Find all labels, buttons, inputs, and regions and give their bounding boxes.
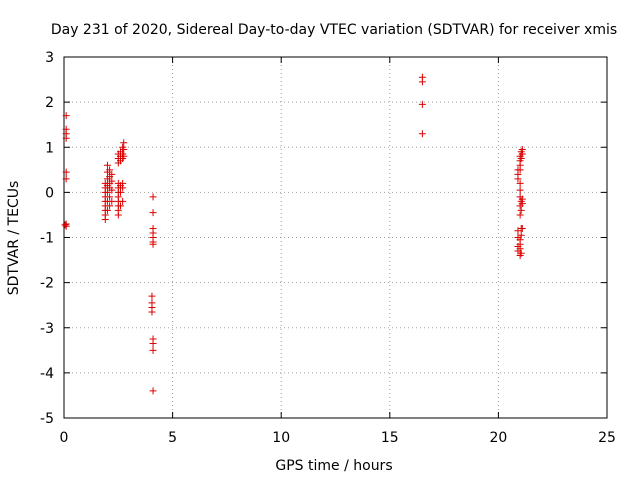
data-point xyxy=(62,222,70,230)
data-point xyxy=(116,202,124,210)
data-point xyxy=(108,197,116,205)
y-tick-label: -3 xyxy=(40,321,54,337)
data-point xyxy=(516,186,524,194)
chart-title: Day 231 of 2020, Sidereal Day-to-day VTE… xyxy=(51,22,617,38)
x-tick-label: 15 xyxy=(381,430,399,446)
plot-frame xyxy=(63,56,608,419)
data-point xyxy=(120,152,128,160)
x-tick-label: 10 xyxy=(272,430,290,446)
data-point xyxy=(148,292,156,300)
data-point xyxy=(517,206,525,214)
x-axis-title: GPS time / hours xyxy=(275,458,392,474)
data-point xyxy=(103,206,111,214)
data-point xyxy=(62,175,70,183)
data-point xyxy=(116,188,124,196)
x-tick-label: 5 xyxy=(168,430,177,446)
data-point xyxy=(516,211,524,219)
y-tick-label: -4 xyxy=(40,366,54,382)
data-point xyxy=(149,209,157,217)
data-point xyxy=(108,186,116,194)
y-tick-label: -2 xyxy=(40,276,54,292)
data-point xyxy=(418,130,426,138)
y-tick-label: -1 xyxy=(40,231,54,247)
y-tick-label: 1 xyxy=(45,140,54,156)
data-point xyxy=(418,100,426,108)
data-point xyxy=(517,155,525,163)
data-point xyxy=(106,193,114,201)
x-tick-label: 0 xyxy=(60,430,69,446)
y-tick-labels: -5 -4 -3 -2 -1 0 1 2 3 xyxy=(40,50,54,427)
data-point xyxy=(517,231,525,239)
data-point xyxy=(516,245,524,253)
data-point xyxy=(62,134,70,142)
data-point xyxy=(518,224,526,232)
y-tick-label: -5 xyxy=(40,411,54,427)
data-point xyxy=(62,112,70,120)
x-tick-label: 20 xyxy=(489,430,507,446)
y-tick-label: 2 xyxy=(45,95,54,111)
data-point xyxy=(119,179,127,187)
x-tick-labels: 0 5 10 15 20 25 xyxy=(60,430,616,446)
y-tick-label: 3 xyxy=(45,50,54,66)
data-point xyxy=(149,340,157,348)
y-axis-title: SDTVAR / TECUs xyxy=(6,181,22,296)
data-point xyxy=(148,308,156,316)
x-tick-label: 25 xyxy=(598,430,616,446)
data-point xyxy=(103,188,111,196)
data-point xyxy=(61,221,69,229)
data-point xyxy=(106,166,114,174)
data-point xyxy=(517,249,525,257)
data-point xyxy=(516,179,524,187)
data-point xyxy=(149,193,157,201)
data-point xyxy=(514,175,522,183)
data-point xyxy=(518,150,526,158)
data-point xyxy=(149,387,157,395)
data-point xyxy=(106,202,114,210)
data-point xyxy=(418,78,426,86)
data-point xyxy=(119,197,127,205)
data-point xyxy=(518,200,526,208)
data-point xyxy=(108,170,116,178)
data-point xyxy=(149,346,157,354)
axis-ticks xyxy=(63,56,608,419)
data-point xyxy=(120,139,128,147)
data-point xyxy=(103,161,111,169)
data-point xyxy=(149,240,157,248)
grid-lines xyxy=(64,57,607,418)
data-point xyxy=(120,146,128,154)
data-point xyxy=(108,177,116,185)
data-point xyxy=(62,168,70,176)
data-point xyxy=(516,166,524,174)
data-points xyxy=(61,73,526,395)
y-tick-label: 0 xyxy=(45,185,54,201)
